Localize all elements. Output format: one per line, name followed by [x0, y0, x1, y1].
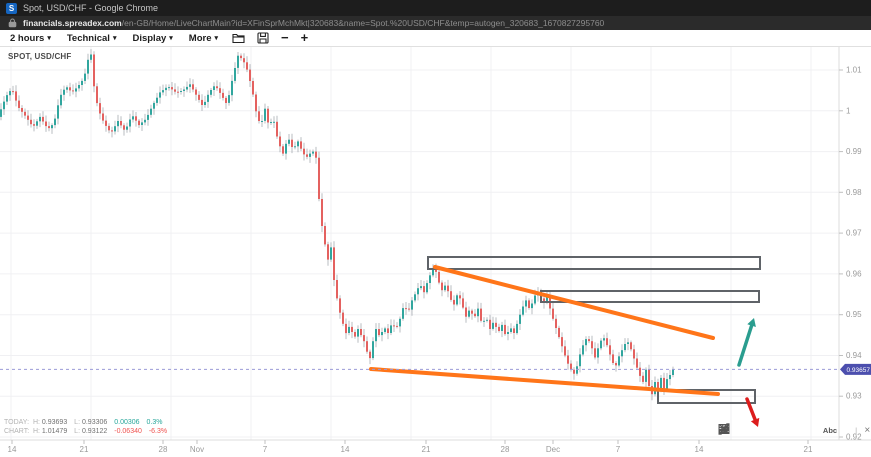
- chevron-down-icon: ▾: [214, 35, 218, 42]
- horizontal-line-tool-icon[interactable]: [718, 423, 792, 438]
- chart-area[interactable]: 1.01 1 0.99 0.98 0.97 0.96 0.95 0.94 0.93 0.92 14 2…: [0, 47, 871, 457]
- svg-text:Nov: Nov: [190, 445, 204, 454]
- open-chart-button[interactable]: [226, 30, 251, 46]
- high-value: 1.01479: [41, 428, 68, 435]
- svg-text:14: 14: [8, 445, 17, 454]
- technical-label: Technical: [66, 32, 110, 44]
- display-label: Display: [132, 32, 167, 44]
- url-path: /en-GB/Home/LiveChartMain?id=XFinSprMchM…: [121, 18, 605, 28]
- svg-text:1: 1: [846, 106, 851, 115]
- svg-text:0.94: 0.94: [846, 351, 862, 360]
- svg-text:21: 21: [804, 445, 813, 454]
- more-label: More: [188, 32, 212, 44]
- svg-text:Dec: Dec: [546, 445, 560, 454]
- svg-text:28: 28: [159, 445, 168, 454]
- svg-text:0.92: 0.92: [846, 433, 862, 442]
- change-value: -0.06340: [114, 428, 142, 435]
- text-tool-icon[interactable]: Abc: [823, 423, 837, 438]
- svg-text:1.01: 1.01: [846, 66, 862, 75]
- technical-dropdown[interactable]: Technical ▾: [59, 30, 125, 46]
- chevron-down-icon: ▾: [112, 35, 117, 42]
- toolbar-divider: |: [855, 425, 858, 436]
- svg-text:7: 7: [263, 445, 268, 454]
- curve-tool-icon[interactable]: [718, 423, 747, 438]
- spreadex-favicon: S: [6, 2, 17, 14]
- svg-text:28: 28: [501, 445, 510, 454]
- save-chart-button[interactable]: [251, 30, 275, 46]
- drawing-toolbar: Abc | ×: [718, 423, 871, 438]
- display-dropdown[interactable]: Display ▾: [124, 30, 180, 46]
- svg-text:0.98: 0.98: [846, 188, 862, 197]
- window-title: Spot, USD/CHF - Google Chrome: [23, 3, 159, 13]
- url-text[interactable]: financials.spreadex.com/en-GB/Home/LiveC…: [23, 18, 604, 28]
- low-value: 0.93306: [81, 419, 108, 426]
- svg-text:0.97: 0.97: [846, 229, 862, 238]
- address-bar[interactable]: financials.spreadex.com/en-GB/Home/LiveC…: [0, 16, 871, 30]
- url-domain: financials.spreadex.com: [23, 18, 122, 28]
- more-dropdown[interactable]: More ▾: [181, 30, 226, 46]
- svg-text:0.96: 0.96: [846, 269, 862, 278]
- svg-text:14: 14: [341, 445, 350, 454]
- change-value: 0.00306: [114, 419, 140, 426]
- svg-text:14: 14: [695, 445, 704, 454]
- grid-tool-icon[interactable]: [718, 423, 762, 438]
- timeframe-dropdown[interactable]: 2 hours ▾: [2, 30, 59, 46]
- chart-toolbar: 2 hours ▾ Technical ▾ Display ▾ More ▾: [0, 30, 871, 47]
- svg-text:0.93657: 0.93657: [847, 367, 871, 374]
- symbol-label: SPOT, USD/CHF: [8, 52, 72, 61]
- low-label: L:: [74, 428, 81, 435]
- change-percent: 0.3%: [146, 419, 163, 426]
- browser-titlebar: S Spot, USD/CHF - Google Chrome: [0, 0, 871, 16]
- legend-row-today: TODAY: H: 0.93693 L: 0.93306 0.00306 0.3…: [4, 418, 172, 427]
- close-toolbar-icon[interactable]: ×: [860, 423, 871, 438]
- svg-text:0.93: 0.93: [846, 392, 862, 401]
- svg-text:0.95: 0.95: [846, 310, 862, 319]
- svg-text:7: 7: [616, 445, 621, 454]
- folder-open-icon: [232, 33, 245, 44]
- svg-text:0.99: 0.99: [846, 147, 862, 156]
- trendline-tool-icon[interactable]: [718, 423, 807, 438]
- low-value: 0.93122: [81, 428, 108, 435]
- chevron-down-icon: ▾: [47, 35, 51, 42]
- svg-text:21: 21: [80, 445, 89, 454]
- zoom-in-button[interactable]: +: [295, 30, 315, 46]
- legend-label: TODAY:: [4, 419, 30, 426]
- rectangle-tool-icon[interactable]: [718, 423, 822, 438]
- lock-icon: [8, 18, 17, 28]
- change-percent: -6.3%: [148, 428, 168, 435]
- high-value: 0.93693: [41, 419, 68, 426]
- high-label: H:: [32, 419, 40, 426]
- svg-text:21: 21: [422, 445, 431, 454]
- zoom-out-button[interactable]: −: [275, 30, 295, 46]
- timeframe-label: 2 hours: [10, 32, 45, 44]
- candlestick-chart[interactable]: 1.01 1 0.99 0.98 0.97 0.96 0.95 0.94 0.93 0.92 14 2…: [0, 47, 871, 457]
- ray-tool-icon[interactable]: [719, 423, 852, 438]
- chevron-down-icon: ▾: [169, 35, 173, 42]
- legend-row-chart: CHART: H: 1.01479 L: 0.93122 -0.06340 -6…: [4, 427, 172, 436]
- high-label: H:: [32, 428, 40, 435]
- low-label: L:: [74, 419, 81, 426]
- angle-tool-icon[interactable]: [719, 423, 777, 438]
- save-icon: [257, 32, 269, 44]
- legend-label: CHART:: [4, 428, 30, 435]
- chart-legend: TODAY: H: 0.93693 L: 0.93306 0.00306 0.3…: [4, 418, 172, 436]
